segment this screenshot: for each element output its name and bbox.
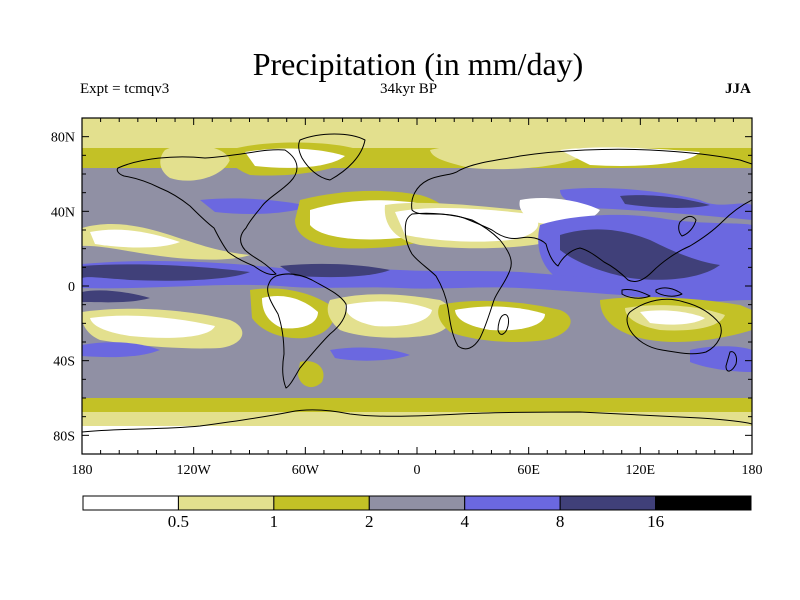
lon-tick-label: 60E bbox=[517, 463, 540, 478]
lat-tick-label: 80N bbox=[51, 131, 75, 146]
lon-tick-label: 120E bbox=[626, 463, 656, 478]
colorbar-swatch bbox=[177, 495, 275, 511]
colorbar-label: 1 bbox=[270, 512, 279, 531]
map-title: Precipitation (in mm/day) bbox=[252, 46, 584, 82]
lon-tick-label: 0 bbox=[414, 463, 421, 478]
lat-tick-label: 80S bbox=[53, 429, 75, 444]
lon-tick-label: 120W bbox=[177, 463, 212, 478]
colorbar-swatch bbox=[273, 495, 370, 511]
coastlines bbox=[82, 133, 752, 433]
lon-tick-label: 180 bbox=[742, 463, 763, 478]
lat-tick-label: 40S bbox=[53, 355, 75, 370]
colorbar-swatch bbox=[559, 495, 657, 511]
colorbar-label: 0.5 bbox=[168, 512, 189, 531]
colorbar-label: 4 bbox=[460, 512, 469, 531]
colorbar-swatch bbox=[368, 495, 466, 511]
precip-field bbox=[82, 118, 752, 454]
lon-tick-label: 60W bbox=[292, 463, 320, 478]
experiment-label: Expt = tcmqv3 bbox=[80, 81, 170, 97]
axis-ticks bbox=[81, 117, 753, 455]
colorbar-swatch bbox=[82, 495, 179, 511]
colorbar-swatch bbox=[464, 495, 561, 511]
colorbar-label: 8 bbox=[556, 512, 565, 531]
lat-tick-label: 40N bbox=[51, 205, 75, 220]
colorbar-swatch bbox=[655, 495, 752, 511]
colorbar-label: 16 bbox=[647, 512, 664, 531]
colorbar-label: 2 bbox=[365, 512, 374, 531]
lat-tick-label: 0 bbox=[68, 280, 75, 295]
axis-labels: 80N 40N 0 40S 80S 180 120W 60W 0 60E 120E 180 bbox=[51, 131, 763, 478]
lon-tick-label: 180 bbox=[72, 463, 93, 478]
period-label: 34kyr BP bbox=[380, 81, 438, 97]
colorbar: 0.5 1 2 4 8 16 bbox=[82, 495, 752, 531]
season-label: JJA bbox=[725, 81, 751, 97]
